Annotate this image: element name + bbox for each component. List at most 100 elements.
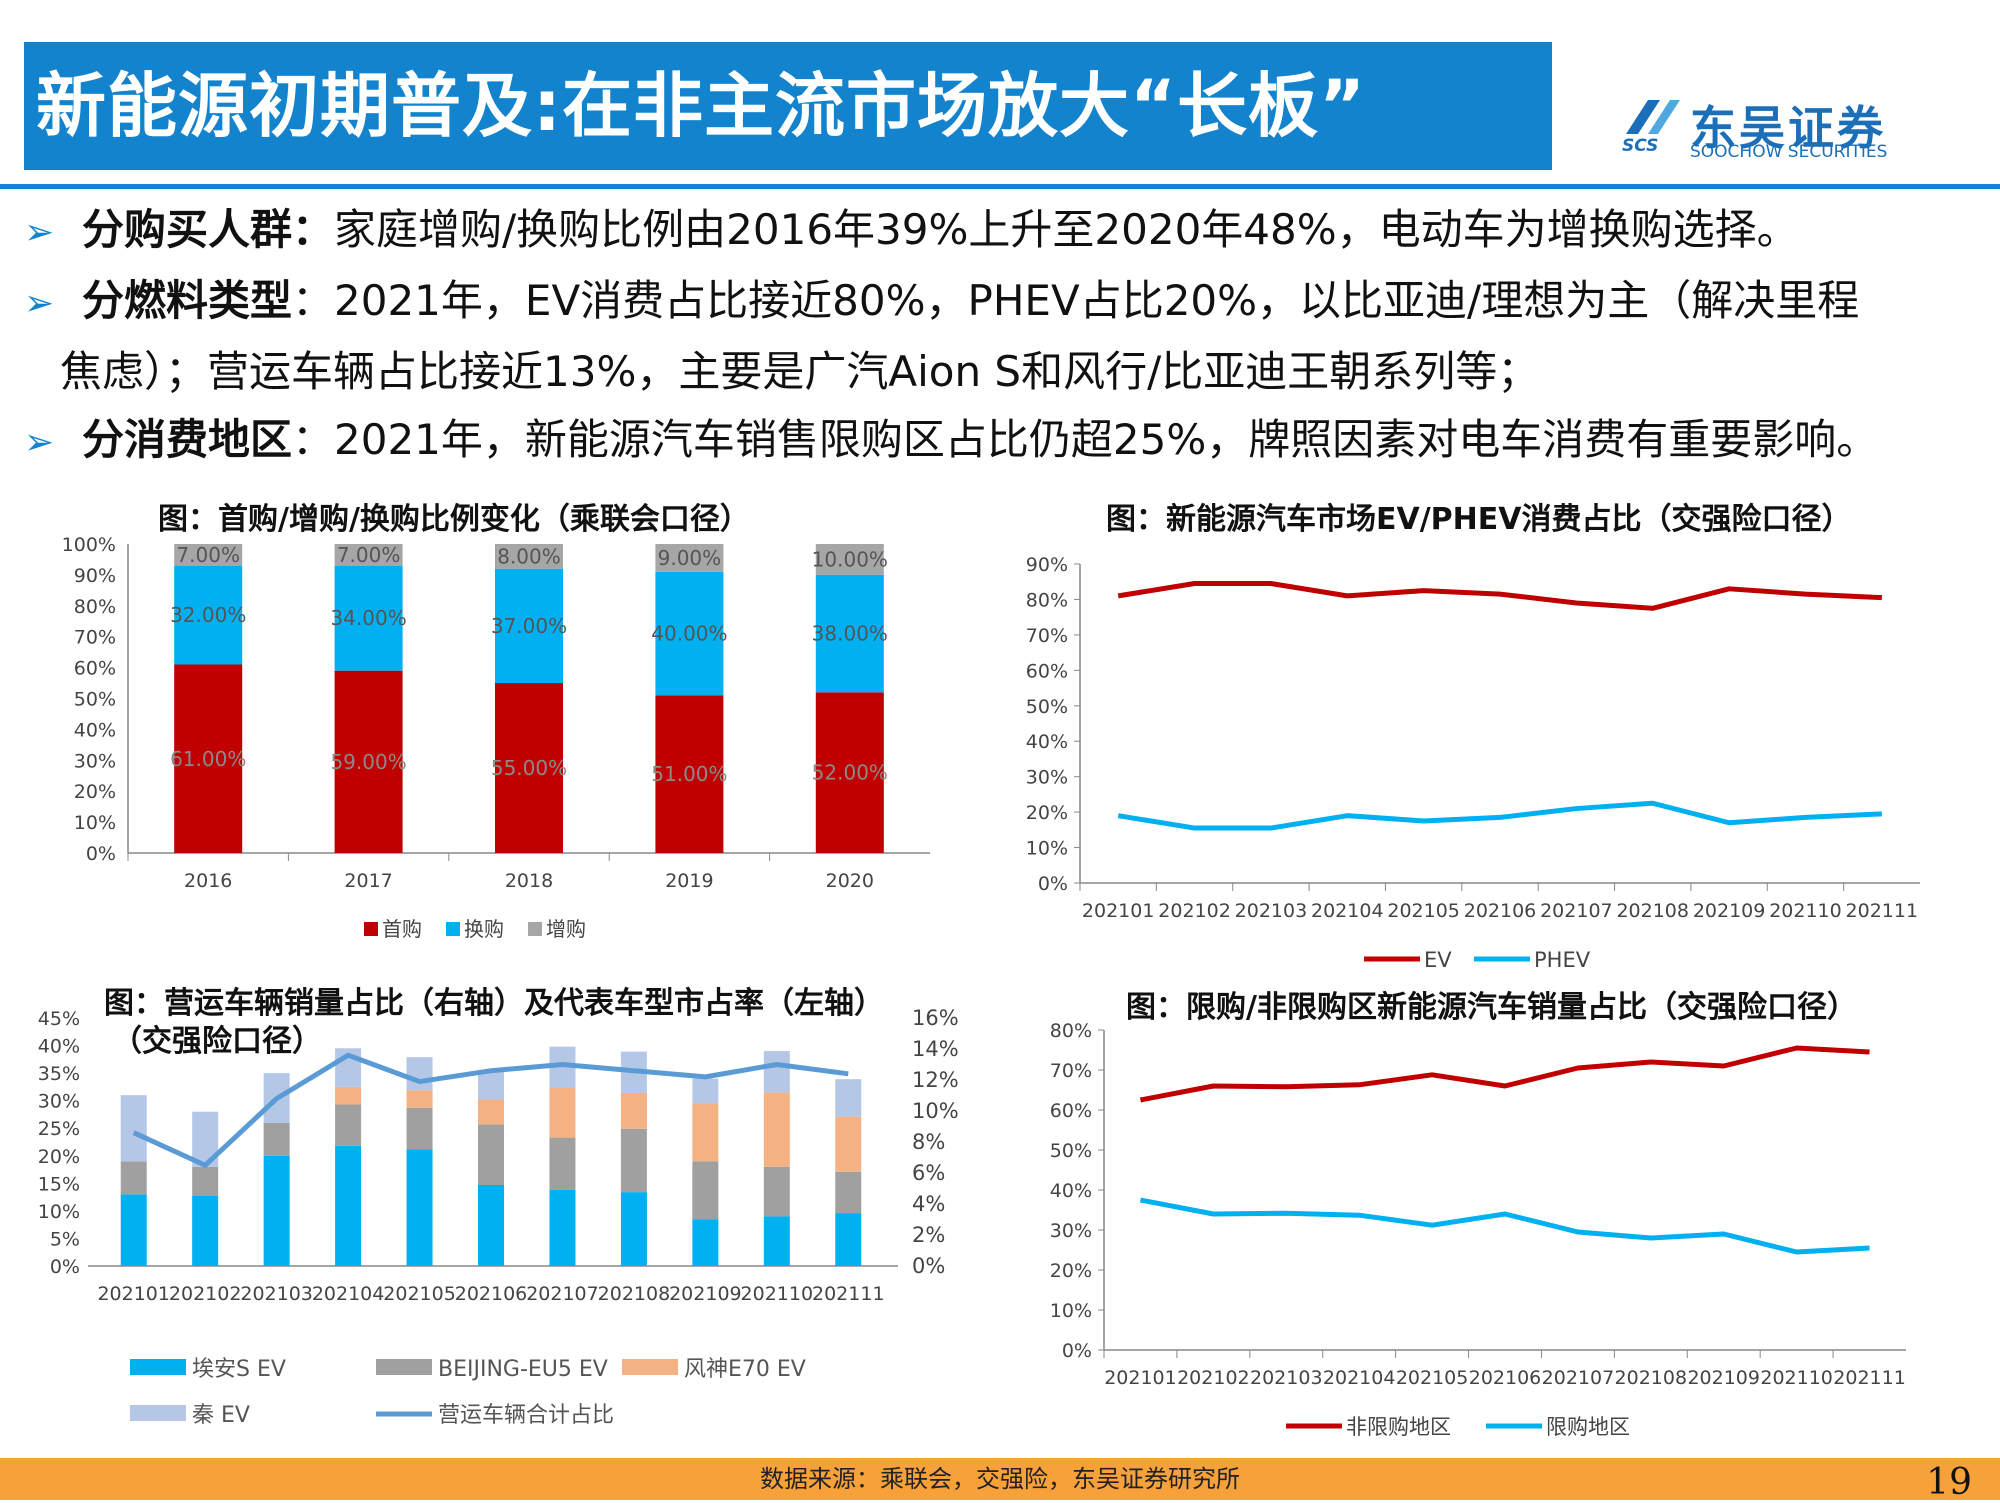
x-tick-label: 202103 (1250, 1367, 1323, 1389)
series-line-非限购地区 (1139, 1045, 1870, 1103)
y-tick-label: 80% (74, 596, 116, 618)
y-tick-label: 10% (38, 1201, 80, 1223)
bar-BEIJING-EU5 EV (335, 1104, 362, 1146)
logo-mark-icon (1626, 100, 1680, 134)
bar-埃安S EV (478, 1184, 504, 1266)
y2-tick-label: 2% (912, 1223, 945, 1247)
y-tick-label: 30% (74, 750, 116, 772)
x-tick-label: 202110 (741, 1283, 814, 1305)
bullet-continuation: 焦虑）；营运车辆占比接近13%，主要是广汽Aion S和风行/比亚迪王朝系列等； (60, 347, 1540, 396)
y-tick-label: 90% (74, 565, 116, 587)
x-tick-label: 202108 (1615, 1367, 1688, 1389)
x-tick-label: 202109 (1687, 1367, 1760, 1389)
y-tick-label: 0% (50, 1256, 80, 1278)
y-tick-label: 80% (1026, 589, 1068, 611)
x-tick-label: 202111 (812, 1283, 885, 1305)
legend-label: 风神E70 EV (684, 1357, 806, 1382)
bullet-item: ➢ 分购买人群：家庭增购/换购比例由2016年39%上升至2020年48%，电动车… (24, 196, 1984, 267)
data-label: 40.00% (651, 622, 727, 646)
x-tick-label: 202102 (169, 1283, 242, 1305)
y-tick-label: 20% (1026, 802, 1068, 824)
bar-埃安S EV (263, 1155, 290, 1266)
x-tick-label: 202101 (1082, 900, 1155, 922)
bar-首购 (495, 683, 563, 853)
x-tick-label: 202110 (1760, 1367, 1833, 1389)
y-tick-label: 50% (1026, 696, 1068, 718)
bar-BEIJING-EU5 EV (263, 1122, 290, 1156)
y-tick-label: 60% (1050, 1100, 1092, 1122)
data-label: 10.00% (812, 547, 888, 571)
y2-tick-label: 14% (912, 1037, 959, 1061)
legend-swatch (130, 1359, 186, 1375)
bullet-arrow-icon: ➢ (24, 422, 55, 463)
x-tick-label: 202104 (1311, 900, 1384, 922)
bullet-list: ➢ 分购买人群：家庭增购/换购比例由2016年39%上升至2020年48%，电动车… (24, 196, 1984, 477)
y2-tick-label: 0% (912, 1254, 945, 1278)
x-tick-label: 202108 (1616, 900, 1689, 922)
x-tick-label: 202106 (1464, 900, 1537, 922)
bar-秦 EV (692, 1078, 719, 1104)
title-bar (24, 42, 1552, 170)
chart2-title: 图：新能源汽车市场EV/PHEV消费占比（交强险口径） (1106, 502, 1852, 537)
bar-换购 (815, 574, 884, 693)
footer-bar (0, 1458, 2000, 1500)
bar-埃安S EV (835, 1213, 862, 1266)
bullet-item: ➢ 分燃料类型：2021年，EV消费占比接近80%，PHEV占比20%，以比亚迪/… (24, 267, 1984, 338)
x-tick-label: 202110 (1769, 900, 1842, 922)
y-tick-label: 30% (38, 1091, 80, 1113)
y-tick-label: 60% (1026, 660, 1068, 682)
company-logo: SCS 东吴证券 SOOCHOW SECURITIES (1618, 92, 1918, 162)
y-tick-label: 50% (74, 689, 116, 711)
bar-风神E70 EV (335, 1086, 362, 1105)
bar-BEIJING-EU5 EV (192, 1166, 219, 1197)
bar-首购 (655, 695, 724, 853)
bar-首购 (815, 692, 884, 853)
x-tick-label: 202103 (240, 1283, 313, 1305)
y-tick-label: 40% (74, 719, 116, 741)
bar-埃安S EV (406, 1149, 433, 1266)
x-tick-label: 202105 (1387, 900, 1460, 922)
legend-swatch (376, 1359, 432, 1375)
x-tick-label: 202104 (1323, 1367, 1396, 1389)
x-tick-label: 2017 (344, 870, 392, 892)
y2-tick-label: 10% (912, 1099, 959, 1123)
data-label: 8.00% (497, 544, 561, 568)
data-label: 55.00% (491, 756, 567, 780)
y-tick-label: 0% (1062, 1340, 1092, 1362)
bar-增购 (174, 544, 243, 566)
data-label: 34.00% (330, 606, 406, 630)
bar-BEIJING-EU5 EV (120, 1161, 147, 1195)
bar-秦 EV (406, 1057, 433, 1091)
bar-埃安S EV (620, 1192, 647, 1266)
data-label: 7.00% (337, 543, 401, 567)
bar-首购 (174, 664, 243, 853)
bar-增购 (655, 544, 724, 572)
data-label: 52.00% (812, 761, 888, 785)
bar-风神E70 EV (478, 1099, 504, 1125)
data-label: 51.00% (651, 762, 727, 786)
x-tick-label: 202102 (1158, 900, 1231, 922)
bar-风神E70 EV (763, 1092, 790, 1167)
data-label: 59.00% (330, 750, 406, 774)
bar-埃安S EV (549, 1189, 576, 1266)
bullet-keyword: 分燃料类型 (82, 276, 293, 325)
x-tick-label: 202111 (1846, 900, 1919, 922)
y-tick-label: 70% (74, 627, 116, 649)
chart1-title: 图：首购/增购/换购比例变化（乘联会口径） (158, 502, 750, 537)
chart-ev-phev-share: 0%10%20%30%40%50%60%70%80%90%202101 20210… (1026, 554, 1920, 972)
legend-label: PHEV (1534, 948, 1591, 972)
chart-purchase-type: 0% 10% 20% 30% 40% 50% 60% 70% 80% 90% 100% 61.00% 3… (62, 534, 930, 941)
y-tick-label: 90% (1026, 554, 1068, 576)
y-tick-label: 30% (1050, 1220, 1092, 1242)
y2-tick-label: 4% (912, 1192, 945, 1216)
bullet-keyword: 分消费地区 (82, 415, 293, 464)
bar-埃安S EV (692, 1219, 719, 1266)
bar-首购 (334, 670, 403, 853)
x-tick-label: 202108 (598, 1283, 671, 1305)
chart4-title: 图：限购/非限购区新能源汽车销量占比（交强险口径） (1126, 990, 1857, 1025)
legend-label: 秦 EV (192, 1403, 250, 1428)
legend-label: 增购 (546, 917, 586, 941)
y-tick-label: 10% (1026, 838, 1068, 860)
x-tick-label: 202101 (97, 1283, 170, 1305)
data-label: 61.00% (170, 747, 246, 771)
